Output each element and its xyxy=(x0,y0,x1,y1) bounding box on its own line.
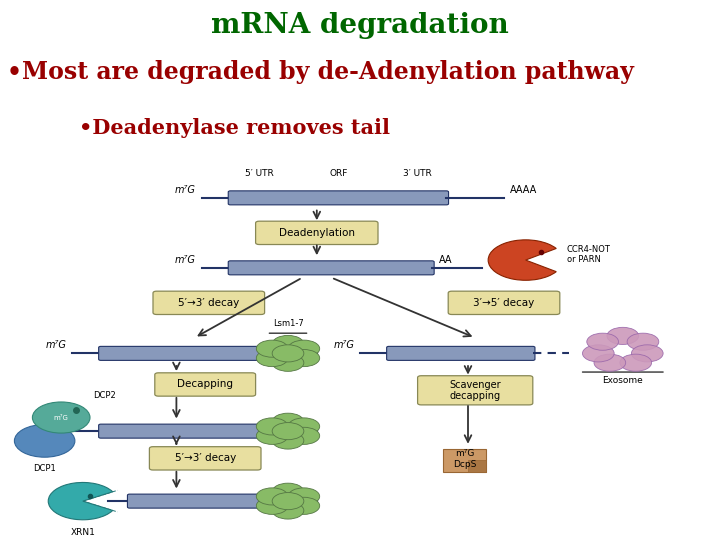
Circle shape xyxy=(272,432,304,449)
Circle shape xyxy=(288,427,320,444)
Wedge shape xyxy=(48,482,113,520)
Text: Deadenylation: Deadenylation xyxy=(279,228,355,238)
Text: 5′→3′ decay: 5′→3′ decay xyxy=(174,454,236,463)
Circle shape xyxy=(587,333,618,350)
Circle shape xyxy=(256,497,288,515)
FancyBboxPatch shape xyxy=(443,449,486,472)
Circle shape xyxy=(32,402,90,433)
FancyBboxPatch shape xyxy=(387,346,535,360)
Text: m⁷G: m⁷G xyxy=(175,255,196,265)
Text: •Most are degraded by de-Adenylation pathway: •Most are degraded by de-Adenylation pat… xyxy=(7,60,634,84)
Text: m⁷G: m⁷G xyxy=(333,340,354,350)
Text: Lsm1-7: Lsm1-7 xyxy=(273,319,303,328)
Text: mRNA degradation: mRNA degradation xyxy=(211,12,509,39)
Circle shape xyxy=(582,345,614,362)
Circle shape xyxy=(620,354,652,372)
Circle shape xyxy=(288,418,320,435)
Text: 5′ UTR: 5′ UTR xyxy=(245,170,274,179)
Text: m⁷G: m⁷G xyxy=(175,185,196,195)
Circle shape xyxy=(14,424,75,457)
Circle shape xyxy=(272,345,304,362)
Text: 5′→3′ decay: 5′→3′ decay xyxy=(178,298,240,308)
Text: Scavenger
decapping: Scavenger decapping xyxy=(449,380,501,401)
FancyBboxPatch shape xyxy=(256,221,378,245)
Text: Decapping: Decapping xyxy=(177,380,233,389)
Circle shape xyxy=(288,488,320,505)
FancyBboxPatch shape xyxy=(150,447,261,470)
Text: ORF: ORF xyxy=(329,170,348,179)
Circle shape xyxy=(594,354,626,372)
Circle shape xyxy=(256,349,288,367)
Circle shape xyxy=(272,335,304,353)
Circle shape xyxy=(272,354,304,372)
Wedge shape xyxy=(488,240,557,280)
Circle shape xyxy=(272,502,304,519)
Text: CCR4-NOT
or PARN: CCR4-NOT or PARN xyxy=(567,245,611,264)
Circle shape xyxy=(272,483,304,500)
FancyBboxPatch shape xyxy=(127,494,276,508)
FancyBboxPatch shape xyxy=(448,291,560,314)
Circle shape xyxy=(288,497,320,515)
FancyBboxPatch shape xyxy=(228,191,449,205)
Circle shape xyxy=(272,413,304,430)
Text: m⁷G: m⁷G xyxy=(54,415,68,421)
Text: m⁷G: m⁷G xyxy=(45,340,66,350)
Text: Exosome: Exosome xyxy=(603,376,643,385)
Circle shape xyxy=(256,340,288,357)
Text: 3′→5′ decay: 3′→5′ decay xyxy=(473,298,535,308)
Text: DcpS: DcpS xyxy=(453,460,476,469)
FancyBboxPatch shape xyxy=(153,291,265,314)
FancyBboxPatch shape xyxy=(228,261,434,275)
Circle shape xyxy=(627,333,659,350)
Circle shape xyxy=(607,327,639,345)
Circle shape xyxy=(272,492,304,510)
FancyBboxPatch shape xyxy=(468,460,486,472)
Text: AAAA: AAAA xyxy=(510,185,537,195)
Circle shape xyxy=(631,345,663,362)
Circle shape xyxy=(256,418,288,435)
Circle shape xyxy=(256,488,288,505)
Text: •Deadenylase removes tail: •Deadenylase removes tail xyxy=(50,118,390,138)
FancyBboxPatch shape xyxy=(99,424,276,438)
Circle shape xyxy=(288,340,320,357)
FancyBboxPatch shape xyxy=(99,346,276,360)
Circle shape xyxy=(288,349,320,367)
Circle shape xyxy=(272,423,304,440)
Text: 3′ UTR: 3′ UTR xyxy=(403,170,432,179)
Text: DCP1: DCP1 xyxy=(33,464,56,473)
FancyBboxPatch shape xyxy=(418,376,533,405)
Text: DCP2: DCP2 xyxy=(94,391,117,400)
Text: m⁷G: m⁷G xyxy=(455,449,474,458)
Text: AA: AA xyxy=(439,255,453,265)
Text: XRN1: XRN1 xyxy=(71,528,95,537)
Circle shape xyxy=(256,427,288,444)
FancyBboxPatch shape xyxy=(155,373,256,396)
